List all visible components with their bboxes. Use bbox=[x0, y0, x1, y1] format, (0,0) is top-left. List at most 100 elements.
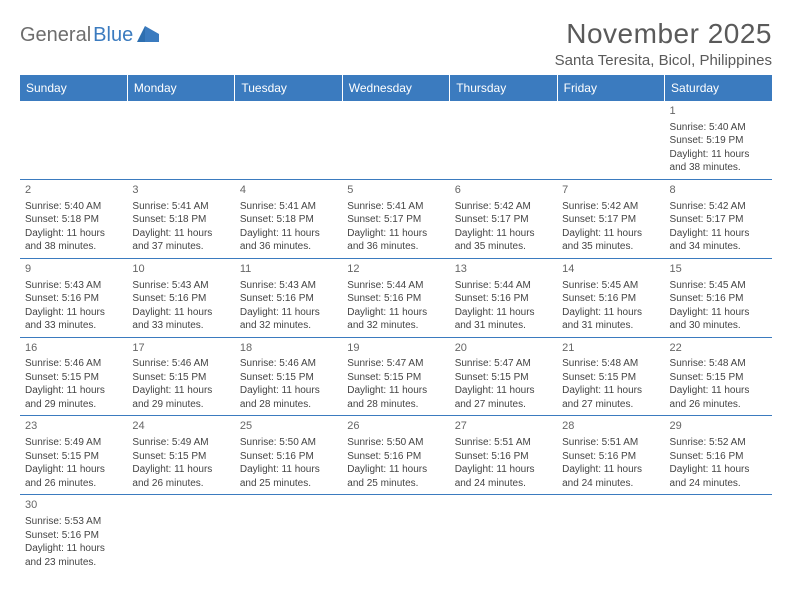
daylight-line-2: and 36 minutes. bbox=[347, 240, 444, 254]
day-number: 6 bbox=[455, 183, 552, 198]
calendar-row: 9Sunrise: 5:43 AMSunset: 5:16 PMDaylight… bbox=[20, 258, 772, 337]
location-subtitle: Santa Teresita, Bicol, Philippines bbox=[555, 52, 772, 69]
sunset-line: Sunset: 5:16 PM bbox=[347, 450, 444, 464]
daylight-line-1: Daylight: 11 hours bbox=[25, 542, 122, 556]
flag-icon bbox=[137, 24, 161, 47]
daylight-line-1: Daylight: 11 hours bbox=[132, 463, 229, 477]
calendar-cell: 8Sunrise: 5:42 AMSunset: 5:17 PMDaylight… bbox=[665, 179, 772, 258]
day-number: 21 bbox=[562, 341, 659, 356]
sunrise-line: Sunrise: 5:43 AM bbox=[132, 279, 229, 293]
daylight-line-1: Daylight: 11 hours bbox=[455, 463, 552, 477]
calendar-cell: 28Sunrise: 5:51 AMSunset: 5:16 PMDayligh… bbox=[557, 416, 664, 495]
calendar-cell: 14Sunrise: 5:45 AMSunset: 5:16 PMDayligh… bbox=[557, 258, 664, 337]
day-number: 14 bbox=[562, 262, 659, 277]
calendar-table: Sunday Monday Tuesday Wednesday Thursday… bbox=[20, 75, 772, 573]
day-number: 19 bbox=[347, 341, 444, 356]
daylight-line-2: and 28 minutes. bbox=[240, 398, 337, 412]
day-header: Monday bbox=[127, 75, 234, 101]
daylight-line-1: Daylight: 11 hours bbox=[347, 384, 444, 398]
daylight-line-2: and 33 minutes. bbox=[132, 319, 229, 333]
calendar-cell: 4Sunrise: 5:41 AMSunset: 5:18 PMDaylight… bbox=[235, 179, 342, 258]
daylight-line-2: and 32 minutes. bbox=[240, 319, 337, 333]
calendar-cell: 23Sunrise: 5:49 AMSunset: 5:15 PMDayligh… bbox=[20, 416, 127, 495]
calendar-cell: 15Sunrise: 5:45 AMSunset: 5:16 PMDayligh… bbox=[665, 258, 772, 337]
calendar-cell bbox=[235, 495, 342, 573]
day-header: Friday bbox=[557, 75, 664, 101]
daylight-line-1: Daylight: 11 hours bbox=[455, 227, 552, 241]
daylight-line-1: Daylight: 11 hours bbox=[670, 227, 767, 241]
calendar-cell: 17Sunrise: 5:46 AMSunset: 5:15 PMDayligh… bbox=[127, 337, 234, 416]
daylight-line-2: and 28 minutes. bbox=[347, 398, 444, 412]
calendar-cell: 24 Sunrise: 5:49 AMSunset: 5:15 PMDayligh… bbox=[127, 416, 234, 495]
daylight-line-1: Daylight: 11 hours bbox=[132, 384, 229, 398]
daylight-line-2: and 25 minutes. bbox=[240, 477, 337, 491]
calendar-cell: 9Sunrise: 5:43 AMSunset: 5:16 PMDaylight… bbox=[20, 258, 127, 337]
daylight-line-1: Daylight: 11 hours bbox=[240, 384, 337, 398]
day-header-row: Sunday Monday Tuesday Wednesday Thursday… bbox=[20, 75, 772, 101]
sunrise-line: Sunrise: 5:49 AM bbox=[132, 436, 229, 450]
sunset-line: Sunset: 5:18 PM bbox=[25, 213, 122, 227]
daylight-line-1: Daylight: 11 hours bbox=[347, 227, 444, 241]
day-number: 30 bbox=[25, 498, 122, 513]
calendar-cell: 12Sunrise: 5:44 AMSunset: 5:16 PMDayligh… bbox=[342, 258, 449, 337]
calendar-cell: 25Sunrise: 5:50 AMSunset: 5:16 PMDayligh… bbox=[235, 416, 342, 495]
day-number: 13 bbox=[455, 262, 552, 277]
day-number: 25 bbox=[240, 419, 337, 434]
daylight-line-1: Daylight: 11 hours bbox=[562, 227, 659, 241]
calendar-cell: 5Sunrise: 5:41 AMSunset: 5:17 PMDaylight… bbox=[342, 179, 449, 258]
sunrise-line: Sunrise: 5:42 AM bbox=[562, 200, 659, 214]
daylight-line-1: Daylight: 11 hours bbox=[670, 384, 767, 398]
sunrise-line: Sunrise: 5:47 AM bbox=[455, 357, 552, 371]
daylight-line-1: Daylight: 11 hours bbox=[132, 227, 229, 241]
sunrise-line: Sunrise: 5:53 AM bbox=[25, 515, 122, 529]
day-number: 10 bbox=[132, 262, 229, 277]
calendar-cell bbox=[557, 495, 664, 573]
sunset-line: Sunset: 5:15 PM bbox=[25, 450, 122, 464]
calendar-row: 23Sunrise: 5:49 AMSunset: 5:15 PMDayligh… bbox=[20, 416, 772, 495]
sunrise-line: Sunrise: 5:46 AM bbox=[25, 357, 122, 371]
calendar-cell: 7Sunrise: 5:42 AMSunset: 5:17 PMDaylight… bbox=[557, 179, 664, 258]
calendar-cell bbox=[127, 495, 234, 573]
daylight-line-1: Daylight: 11 hours bbox=[132, 306, 229, 320]
sunset-line: Sunset: 5:16 PM bbox=[455, 292, 552, 306]
day-number: 5 bbox=[347, 183, 444, 198]
logo: GeneralBlue bbox=[20, 18, 161, 47]
title-block: November 2025 Santa Teresita, Bicol, Phi… bbox=[555, 18, 772, 69]
calendar-row: 16Sunrise: 5:46 AMSunset: 5:15 PMDayligh… bbox=[20, 337, 772, 416]
daylight-line-2: and 34 minutes. bbox=[670, 240, 767, 254]
daylight-line-1: Daylight: 11 hours bbox=[562, 306, 659, 320]
calendar-cell bbox=[342, 101, 449, 179]
sunrise-line: Sunrise: 5:49 AM bbox=[25, 436, 122, 450]
sunset-line: Sunset: 5:16 PM bbox=[670, 450, 767, 464]
daylight-line-1: Daylight: 11 hours bbox=[25, 306, 122, 320]
sunrise-line: Sunrise: 5:45 AM bbox=[670, 279, 767, 293]
day-number: 24 bbox=[132, 419, 229, 434]
sunset-line: Sunset: 5:17 PM bbox=[670, 213, 767, 227]
sunrise-line: Sunrise: 5:51 AM bbox=[562, 436, 659, 450]
calendar-cell bbox=[450, 495, 557, 573]
sunset-line: Sunset: 5:16 PM bbox=[347, 292, 444, 306]
day-number: 26 bbox=[347, 419, 444, 434]
daylight-line-1: Daylight: 11 hours bbox=[240, 463, 337, 477]
day-number: 12 bbox=[347, 262, 444, 277]
day-number: 4 bbox=[240, 183, 337, 198]
sunset-line: Sunset: 5:15 PM bbox=[132, 450, 229, 464]
daylight-line-2: and 24 minutes. bbox=[562, 477, 659, 491]
daylight-line-1: Daylight: 11 hours bbox=[562, 463, 659, 477]
calendar-cell: 26Sunrise: 5:50 AMSunset: 5:16 PMDayligh… bbox=[342, 416, 449, 495]
sunrise-line: Sunrise: 5:48 AM bbox=[670, 357, 767, 371]
sunset-line: Sunset: 5:18 PM bbox=[132, 213, 229, 227]
sunrise-line: Sunrise: 5:50 AM bbox=[240, 436, 337, 450]
daylight-line-1: Daylight: 11 hours bbox=[240, 227, 337, 241]
sunrise-line: Sunrise: 5:40 AM bbox=[670, 121, 767, 135]
daylight-line-2: and 38 minutes. bbox=[670, 161, 767, 175]
sunset-line: Sunset: 5:15 PM bbox=[240, 371, 337, 385]
day-number: 11 bbox=[240, 262, 337, 277]
calendar-cell bbox=[557, 101, 664, 179]
sunrise-line: Sunrise: 5:43 AM bbox=[25, 279, 122, 293]
sunset-line: Sunset: 5:17 PM bbox=[347, 213, 444, 227]
day-number: 17 bbox=[132, 341, 229, 356]
month-title: November 2025 bbox=[555, 18, 772, 50]
daylight-line-1: Daylight: 11 hours bbox=[25, 463, 122, 477]
day-number: 28 bbox=[562, 419, 659, 434]
